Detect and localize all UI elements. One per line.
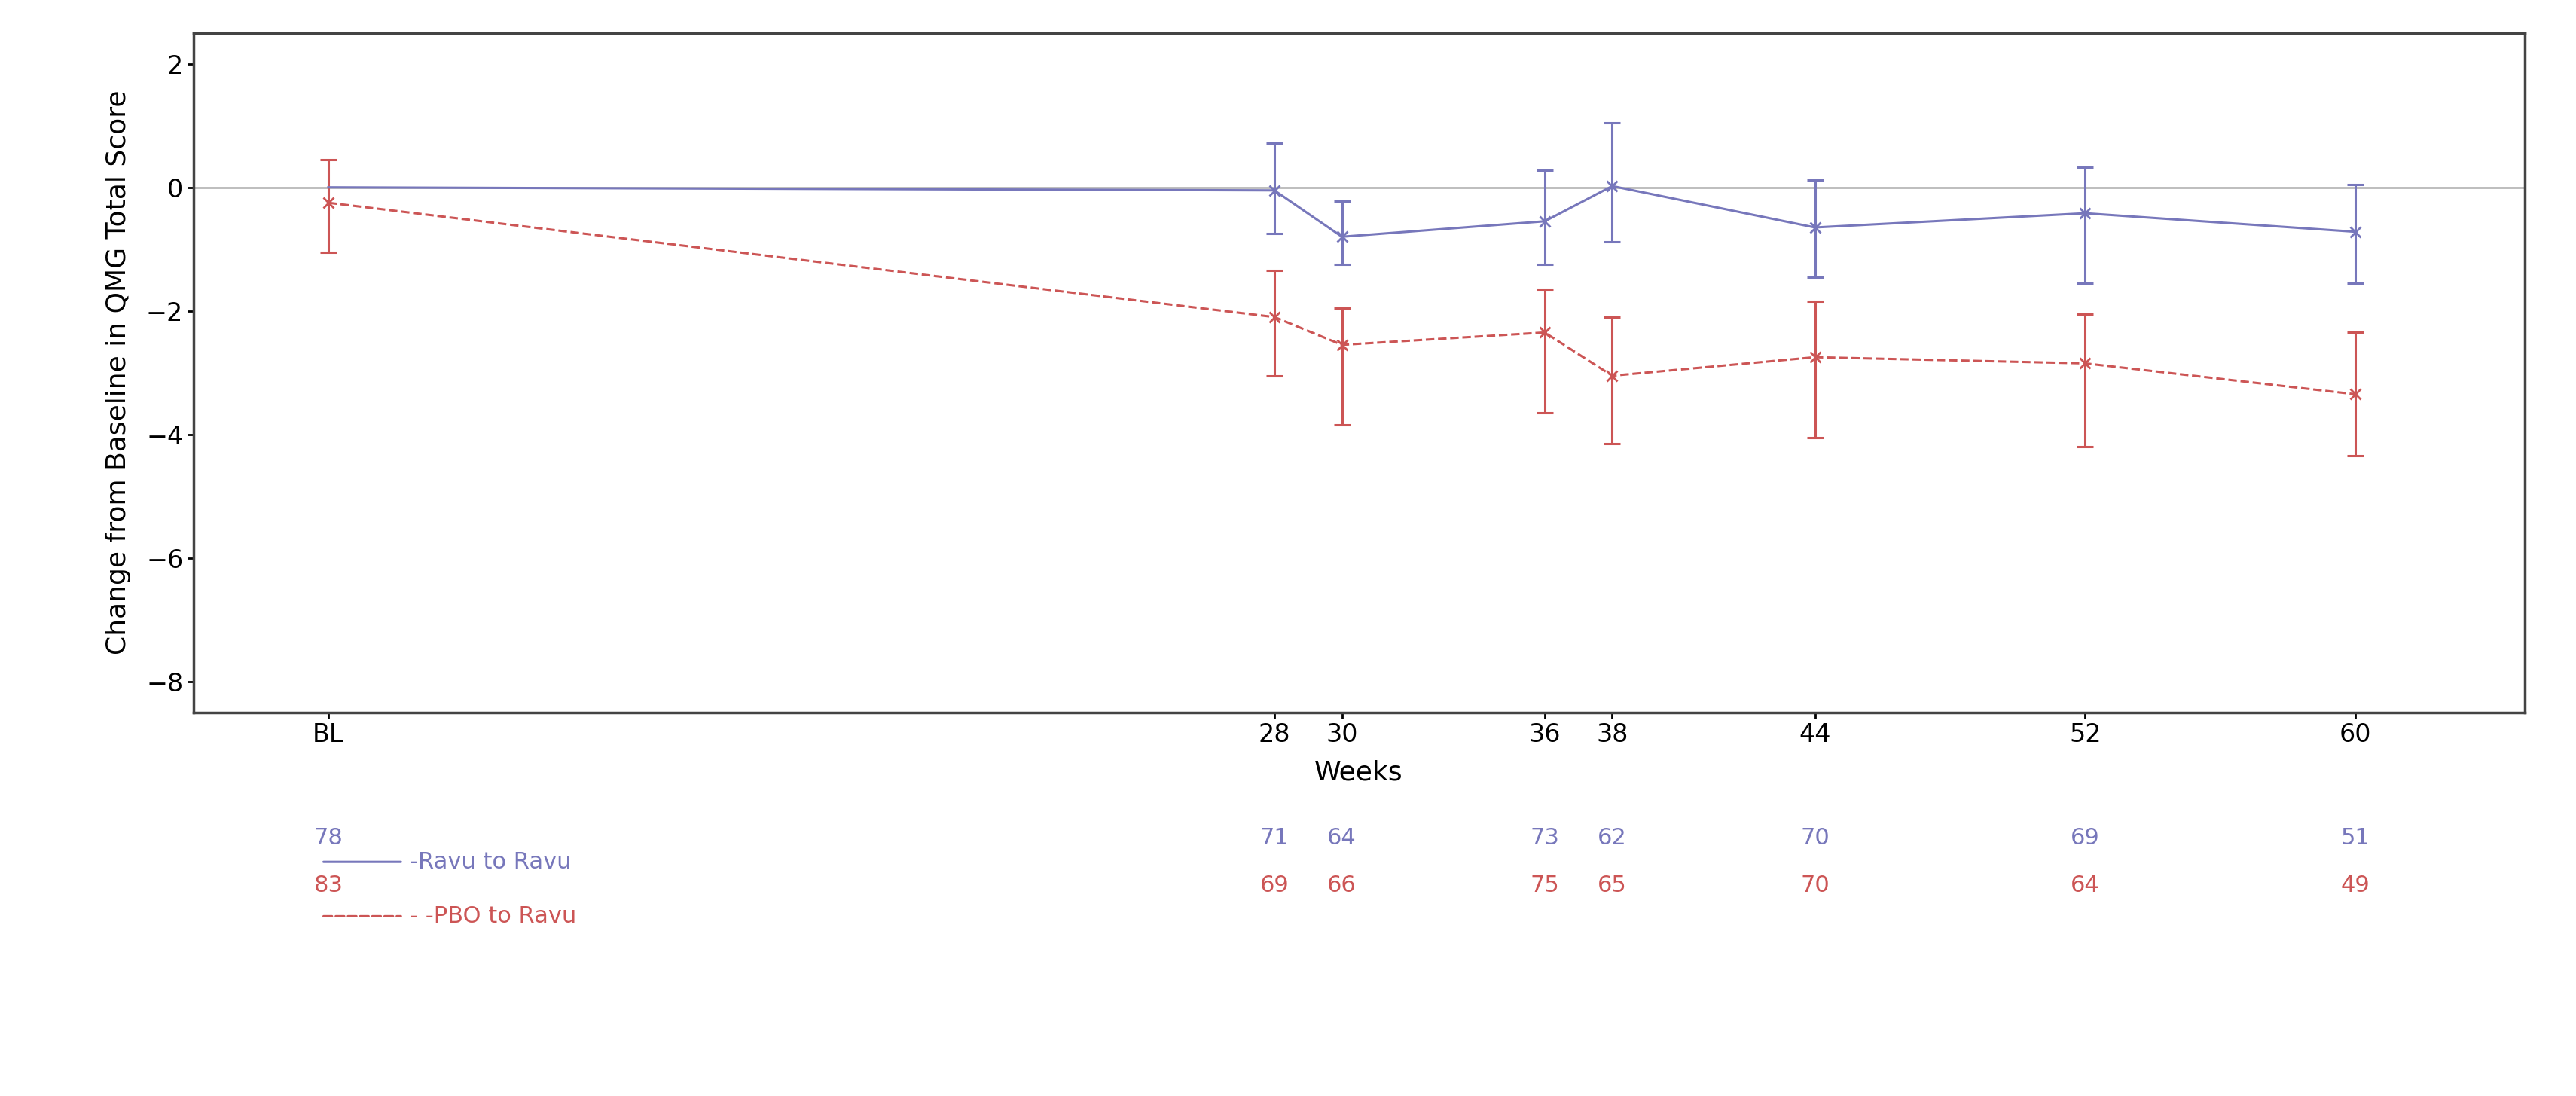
Text: 75: 75 — [1530, 875, 1558, 897]
Text: 51: 51 — [2342, 827, 2370, 849]
Text: 62: 62 — [1597, 827, 1628, 849]
Text: - -PBO to Ravu: - -PBO to Ravu — [410, 905, 577, 927]
Text: 69: 69 — [2071, 827, 2099, 849]
Text: 83: 83 — [314, 875, 343, 897]
Text: 64: 64 — [1327, 827, 1358, 849]
Text: 73: 73 — [1530, 827, 1558, 849]
X-axis label: Weeks: Weeks — [1314, 760, 1404, 786]
Text: 66: 66 — [1327, 875, 1358, 897]
Text: 70: 70 — [1801, 827, 1829, 849]
Text: 64: 64 — [2071, 875, 2099, 897]
Text: 71: 71 — [1260, 827, 1288, 849]
Text: 70: 70 — [1801, 875, 1829, 897]
Y-axis label: Change from Baseline in QMG Total Score: Change from Baseline in QMG Total Score — [106, 90, 131, 655]
Text: 65: 65 — [1597, 875, 1628, 897]
Text: 78: 78 — [314, 827, 343, 849]
Text: -Ravu to Ravu: -Ravu to Ravu — [410, 850, 572, 872]
Text: 49: 49 — [2342, 875, 2370, 897]
Text: 69: 69 — [1260, 875, 1288, 897]
